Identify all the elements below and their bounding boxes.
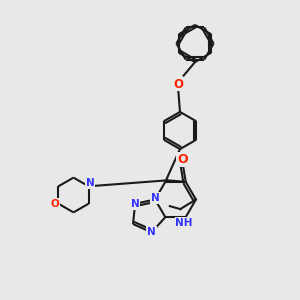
Text: N: N [86,178,94,188]
Text: N: N [147,227,156,237]
Text: N: N [151,193,160,203]
Text: N: N [131,199,140,209]
Text: O: O [177,153,188,166]
Text: O: O [50,199,59,209]
Text: O: O [173,77,183,91]
Text: NH: NH [176,218,193,228]
